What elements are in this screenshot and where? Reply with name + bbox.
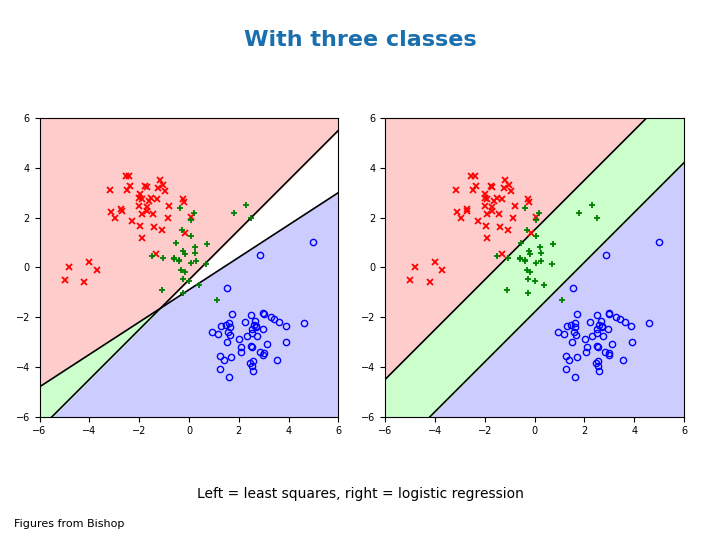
- Text: Left = least squares, right = logistic regression: Left = least squares, right = logistic r…: [197, 487, 523, 501]
- Text: With three classes: With three classes: [243, 30, 477, 50]
- Text: Figures from Bishop: Figures from Bishop: [14, 519, 125, 529]
